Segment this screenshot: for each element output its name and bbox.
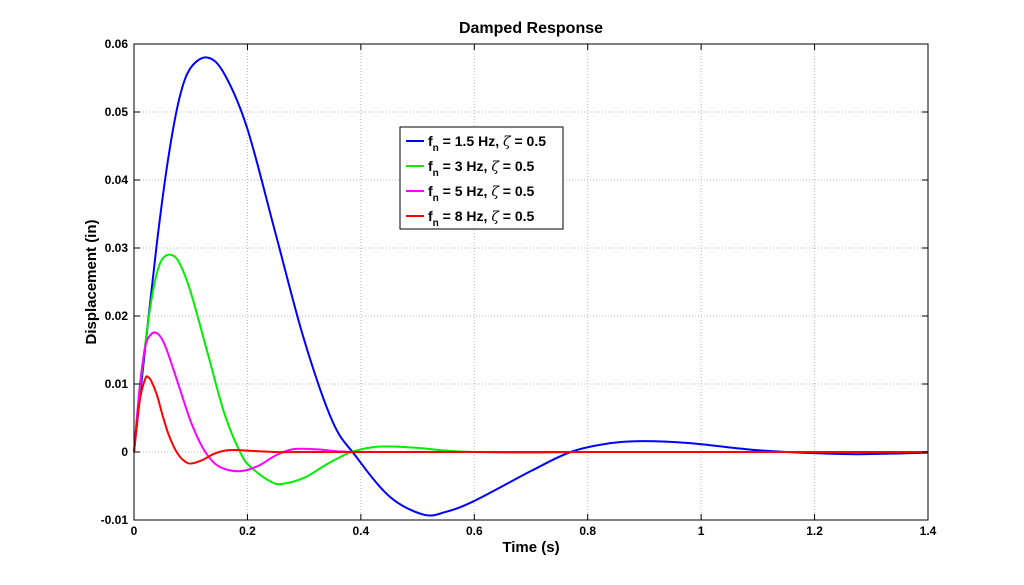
legend: fn = 1.5 Hz, ζ = 0.5 fn = 3 Hz, ζ = 0.5 fn… (399, 126, 564, 230)
legend-label-1: fn = 1.5 Hz, ζ = 0.5 (428, 133, 546, 154)
legend-box (399, 126, 564, 230)
x-tick-label: 0.2 (239, 524, 256, 538)
y-tick-label: 0.01 (105, 377, 129, 391)
y-tick-label: 0.04 (105, 173, 129, 187)
plot-frame (133, 43, 929, 521)
y-tick-label: 0.05 (105, 105, 129, 119)
legend-label-4: fn = 8 Hz, ζ = 0.5 (428, 208, 535, 229)
series-layer (133, 56, 929, 517)
chart-title: Damped Response (459, 20, 603, 37)
x-tick-label: 0.8 (579, 524, 596, 538)
y-tick-label: 0.06 (105, 37, 129, 51)
x-tick-label: 1.4 (920, 524, 937, 538)
series-line-2 (133, 253, 928, 486)
y-tick-label: 0 (121, 445, 128, 459)
x-axis-title: Time (s) (502, 539, 559, 556)
y-tick-label: -0.01 (101, 513, 129, 527)
y-axis-title: Displacement (in) (83, 219, 100, 344)
grid (134, 44, 928, 520)
legend-label-2: fn = 3 Hz, ζ = 0.5 (428, 158, 535, 179)
y-tick-label: 0.02 (105, 309, 129, 323)
ticks: 0 0.2 0.4 0.6 0.8 1 1.2 1.4-0.0100.010.020.030.… (101, 37, 937, 538)
x-tick-label: 0.6 (466, 524, 483, 538)
y-tick-label: 0.03 (105, 241, 129, 255)
x-tick-label: 1 (698, 524, 705, 538)
x-tick-label: 0 (131, 524, 138, 538)
x-tick-label: 1.2 (806, 524, 823, 538)
series-line-4 (133, 375, 928, 465)
series-line-1 (133, 56, 929, 517)
legend-label-3: fn = 5 Hz, ζ = 0.5 (428, 183, 535, 204)
x-tick-label: 0.4 (353, 524, 370, 538)
